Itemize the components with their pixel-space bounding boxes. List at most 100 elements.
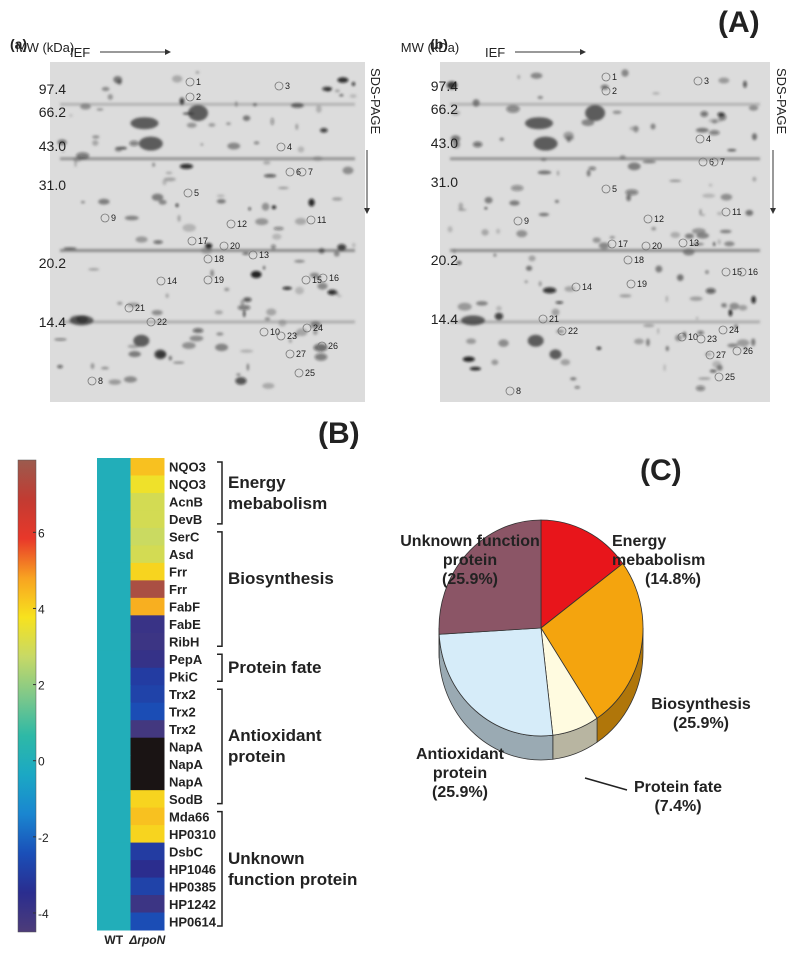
gel-spot (290, 102, 304, 108)
gene-label: HP0310 (169, 827, 216, 842)
gel-spot (255, 218, 269, 226)
gel-spot (452, 140, 461, 149)
gel-spot (745, 209, 754, 216)
gel-spot (342, 166, 354, 175)
spot-label: 7 (308, 167, 313, 177)
heatmap-cell (97, 562, 131, 581)
spot-circle (513, 216, 523, 226)
gel-spot (663, 364, 666, 372)
spot-circle (276, 142, 286, 152)
heatmap-cell (130, 842, 165, 861)
spot-circle (185, 92, 195, 102)
spot-label: 10 (270, 327, 280, 337)
heatmap-cell (130, 895, 165, 914)
gel-spot (153, 240, 163, 244)
gel-spot (510, 184, 524, 192)
gel-spot (665, 345, 669, 352)
gel-background (50, 62, 365, 402)
gel-spot (69, 114, 73, 117)
gene-label: HP1242 (169, 897, 216, 912)
spot-label: 19 (637, 279, 647, 289)
gel-spot (724, 241, 735, 247)
pie-value-label: (14.8%) (644, 571, 702, 588)
spot-circle (285, 167, 295, 177)
heatmap-cell (97, 825, 131, 844)
gel-spot (530, 72, 543, 79)
gel-spot (705, 287, 716, 294)
gel-spot (650, 123, 656, 130)
spot-circle (203, 275, 213, 285)
gel-spot (240, 299, 245, 307)
group-label: Energy mebabolism (228, 472, 328, 513)
spot-label: 12 (237, 219, 247, 229)
gel-spot (711, 119, 718, 124)
pie-value-label: (25.9%) (672, 715, 730, 732)
heatmap-cell (97, 667, 131, 686)
gel-spot (175, 203, 179, 207)
gel-spot (743, 347, 748, 351)
gel-spot (634, 338, 644, 345)
gel-spot (57, 139, 67, 146)
gel-spot (724, 303, 727, 309)
gel-spot (54, 338, 67, 341)
spot-circle (226, 219, 236, 229)
gel-spot (117, 301, 123, 306)
gel-spot (555, 301, 564, 304)
gel-spot (248, 207, 251, 211)
spot-circle (276, 331, 286, 341)
gel-spot (642, 160, 656, 164)
gene-label: Asd (169, 547, 194, 562)
spot-circle (248, 250, 258, 260)
gel-spot (138, 136, 163, 151)
gel-spot (294, 259, 306, 263)
gel-spot (538, 281, 542, 287)
heatmap-cell (130, 527, 165, 546)
gel-spot (334, 291, 339, 296)
gel-spot (215, 343, 229, 352)
gel-spot (312, 156, 323, 161)
gel-spot (282, 286, 292, 290)
gel-spot (537, 170, 552, 175)
gel-spot (499, 137, 504, 141)
colorbar-tick-label: -2 (38, 831, 49, 845)
gel-spot (621, 69, 629, 77)
gel-spot (540, 157, 547, 162)
gel-spot (273, 226, 284, 231)
gel-spot (123, 376, 137, 383)
gel-spot (533, 136, 558, 151)
gel-spot (165, 293, 169, 298)
heatmap-cell (130, 458, 165, 476)
axis-arrowhead (770, 208, 776, 214)
heatmap-cell (97, 492, 131, 511)
gel-spot (179, 97, 185, 106)
column-label: ΔrpoN (128, 933, 165, 947)
spot-circle (100, 213, 110, 223)
gel-spot (61, 150, 65, 153)
gel-spot (313, 329, 318, 335)
gene-label: NapA (169, 774, 204, 789)
colorbar-tick-label: 0 (38, 755, 45, 769)
heatmap-cell (130, 860, 165, 879)
spot-circle (306, 215, 316, 225)
gel-spot (195, 71, 200, 74)
spot-label: 1 (612, 72, 617, 82)
gel-spot (242, 252, 250, 255)
gel-spot (80, 103, 91, 110)
gel-spot (598, 242, 610, 250)
column-label: WT (104, 933, 123, 947)
gel-spot (493, 253, 497, 257)
gel-spot (107, 94, 113, 100)
gel-spot (130, 117, 159, 130)
gel-spot (716, 211, 723, 216)
spot-label: 26 (328, 341, 338, 351)
gel-spot (182, 342, 196, 349)
gel-streak (60, 320, 355, 324)
gel-spot (294, 217, 307, 225)
gel-spot (271, 205, 277, 210)
heatmap-cell (130, 720, 165, 739)
mw-marker: 31.0 (39, 177, 66, 193)
gel-spot (655, 265, 663, 273)
gel-spot (719, 229, 732, 234)
gel-spot (676, 274, 684, 282)
gel-spot (314, 353, 328, 361)
